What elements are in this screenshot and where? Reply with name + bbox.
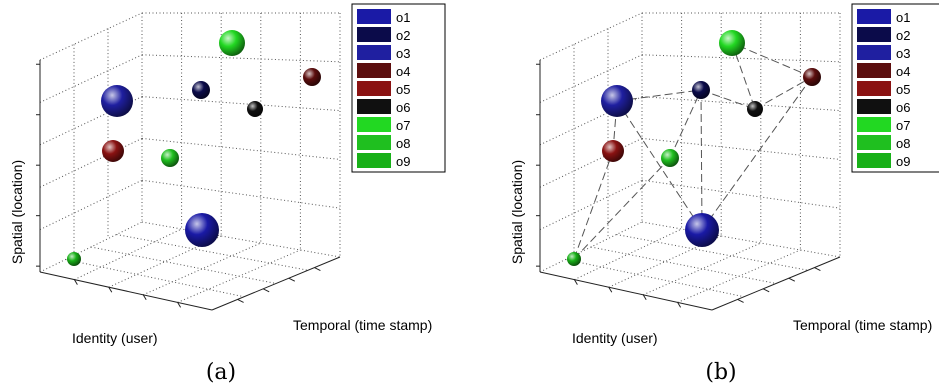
point-o7 — [219, 30, 245, 56]
legend-label-o4: o4 — [896, 64, 910, 79]
chart-panel-a: Identity (user) Temporal (time stamp) Sp… — [9, 3, 446, 385]
legend-swatch-o4 — [357, 63, 391, 78]
data-points — [567, 30, 821, 266]
legend-swatch-o1 — [857, 9, 891, 24]
point-o4 — [303, 68, 321, 86]
legend-swatch-o7 — [857, 117, 891, 132]
y-axis-label: Temporal (time stamp) — [793, 317, 932, 333]
legend-swatch-o9 — [357, 153, 391, 168]
legend-swatch-o3 — [357, 45, 391, 60]
legend-label-o9: o9 — [396, 154, 410, 169]
point-o1 — [185, 213, 219, 247]
point-o8 — [661, 149, 679, 167]
legend-label-o3: o3 — [896, 46, 910, 61]
point-o9 — [67, 252, 81, 266]
point-o3 — [101, 85, 133, 117]
point-o7 — [719, 30, 745, 56]
x-axis-label: Identity (user) — [572, 330, 658, 346]
connection-o1-o4 — [701, 76, 813, 231]
point-o1 — [685, 213, 719, 247]
connection-o3-o1 — [616, 100, 703, 231]
legend-label-o8: o8 — [896, 136, 910, 151]
legend-swatch-o2 — [857, 27, 891, 42]
legend-label-o3: o3 — [396, 46, 410, 61]
legend-label-o4: o4 — [396, 64, 410, 79]
legend-label-o9: o9 — [896, 154, 910, 169]
connection-o2-o6 — [700, 89, 756, 110]
point-o2 — [692, 81, 710, 99]
connection-lines — [573, 42, 813, 260]
connection-o9-o5 — [573, 150, 614, 260]
legend-swatch-o3 — [857, 45, 891, 60]
legend-swatch-o2 — [357, 27, 391, 42]
legend-swatch-o5 — [357, 81, 391, 96]
legend: o1 o2 o3 o4 o5 o6 o7 o8 o9 — [351, 3, 446, 173]
grid-lines — [36, 12, 341, 311]
legend-swatch-o6 — [857, 99, 891, 114]
connection-o9-o8 — [573, 157, 671, 260]
z-axis-label: Spatial (location) — [9, 160, 25, 264]
legend-swatch-o1 — [357, 9, 391, 24]
legend-label-o7: o7 — [896, 118, 910, 133]
z-axis-label: Spatial (location) — [509, 160, 525, 264]
legend-label-o1: o1 — [396, 10, 410, 25]
legend-swatch-o8 — [857, 135, 891, 150]
point-o3 — [601, 85, 633, 117]
point-o8 — [161, 149, 179, 167]
panel-label-a: (a) — [206, 360, 236, 385]
legend-label-o5: o5 — [896, 82, 910, 97]
connection-o2-o1 — [700, 89, 703, 231]
connection-o8-o2 — [669, 89, 702, 159]
panel-label-b: (b) — [705, 360, 736, 385]
legend-swatch-o5 — [857, 81, 891, 96]
y-axis-label: Temporal (time stamp) — [293, 317, 432, 333]
point-o9 — [567, 252, 581, 266]
point-o5 — [102, 140, 124, 162]
legend-label-o7: o7 — [396, 118, 410, 133]
chart-panel-b: Identity (user) Temporal (time stamp) Sp… — [509, 3, 939, 385]
legend-label-o6: o6 — [396, 100, 410, 115]
point-o6 — [747, 101, 763, 117]
data-points — [67, 30, 321, 266]
grid-lines — [536, 12, 841, 311]
connection-o6-o4 — [754, 76, 813, 110]
legend: o1 o2 o3 o4 o5 o6 o7 o8 o9 — [851, 3, 939, 173]
legend-label-o5: o5 — [396, 82, 410, 97]
legend-label-o6: o6 — [896, 100, 910, 115]
legend-label-o2: o2 — [396, 28, 410, 43]
point-o2 — [192, 81, 210, 99]
legend-label-o8: o8 — [396, 136, 410, 151]
legend-swatch-o6 — [357, 99, 391, 114]
legend-label-o1: o1 — [896, 10, 910, 25]
connection-o4-o7 — [731, 42, 813, 78]
legend-swatch-o8 — [357, 135, 391, 150]
point-o6 — [247, 101, 263, 117]
x-axis-label: Identity (user) — [72, 330, 158, 346]
point-o5 — [602, 140, 624, 162]
legend-label-o2: o2 — [896, 28, 910, 43]
legend-swatch-o4 — [857, 63, 891, 78]
point-o4 — [803, 68, 821, 86]
legend-swatch-o7 — [357, 117, 391, 132]
legend-swatch-o9 — [857, 153, 891, 168]
